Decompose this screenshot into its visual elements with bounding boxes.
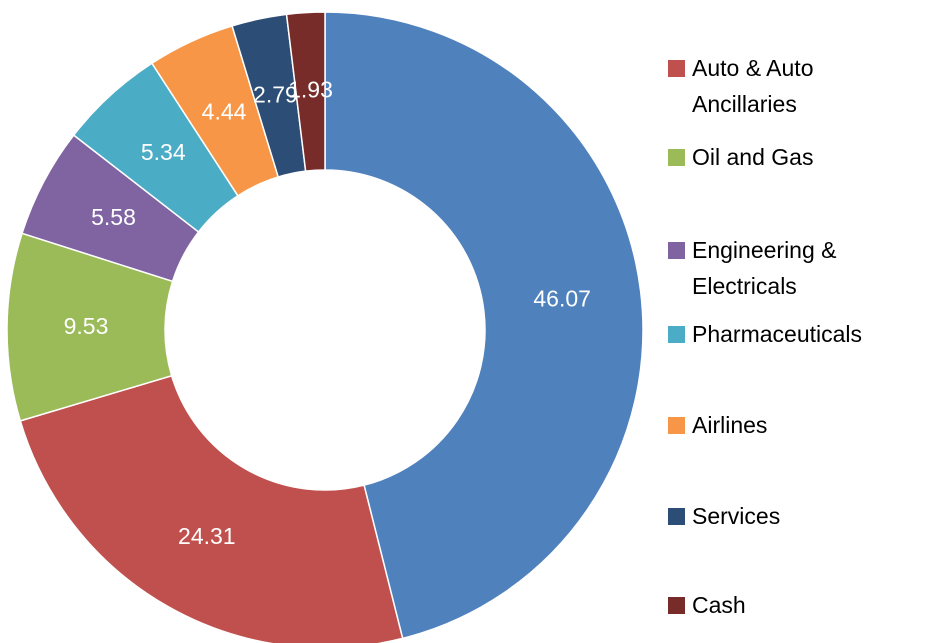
donut-slice — [19, 374, 404, 643]
donut-slice — [285, 11, 326, 173]
legend-label: Services — [692, 503, 781, 529]
legend-label: Pharmaceuticals — [692, 321, 863, 347]
legend-label: Auto & Auto Ancillaries — [692, 55, 814, 117]
donut-slice — [324, 11, 644, 640]
data-label: 24.31 — [178, 523, 236, 549]
data-label: 5.34 — [141, 139, 186, 165]
data-label: 4.44 — [202, 98, 247, 124]
legend-label: Oil and Gas — [692, 144, 814, 170]
legend-swatch — [668, 597, 685, 614]
data-label: 2.79 — [253, 81, 298, 107]
legend-label: Engineering & Electricals — [692, 237, 837, 299]
data-label: 1.93 — [288, 77, 333, 103]
legend-label: Airlines — [692, 412, 768, 438]
legend-swatch — [668, 508, 685, 525]
legend-swatch — [668, 60, 685, 77]
legend-swatch — [668, 417, 685, 434]
legend-swatch — [668, 242, 685, 259]
data-label: 46.07 — [533, 286, 591, 312]
legend-swatch — [668, 326, 685, 343]
data-label: 9.53 — [64, 313, 109, 339]
legend-label: Cash — [692, 592, 746, 618]
data-label: 5.58 — [91, 204, 136, 230]
legend-swatch — [668, 149, 685, 166]
